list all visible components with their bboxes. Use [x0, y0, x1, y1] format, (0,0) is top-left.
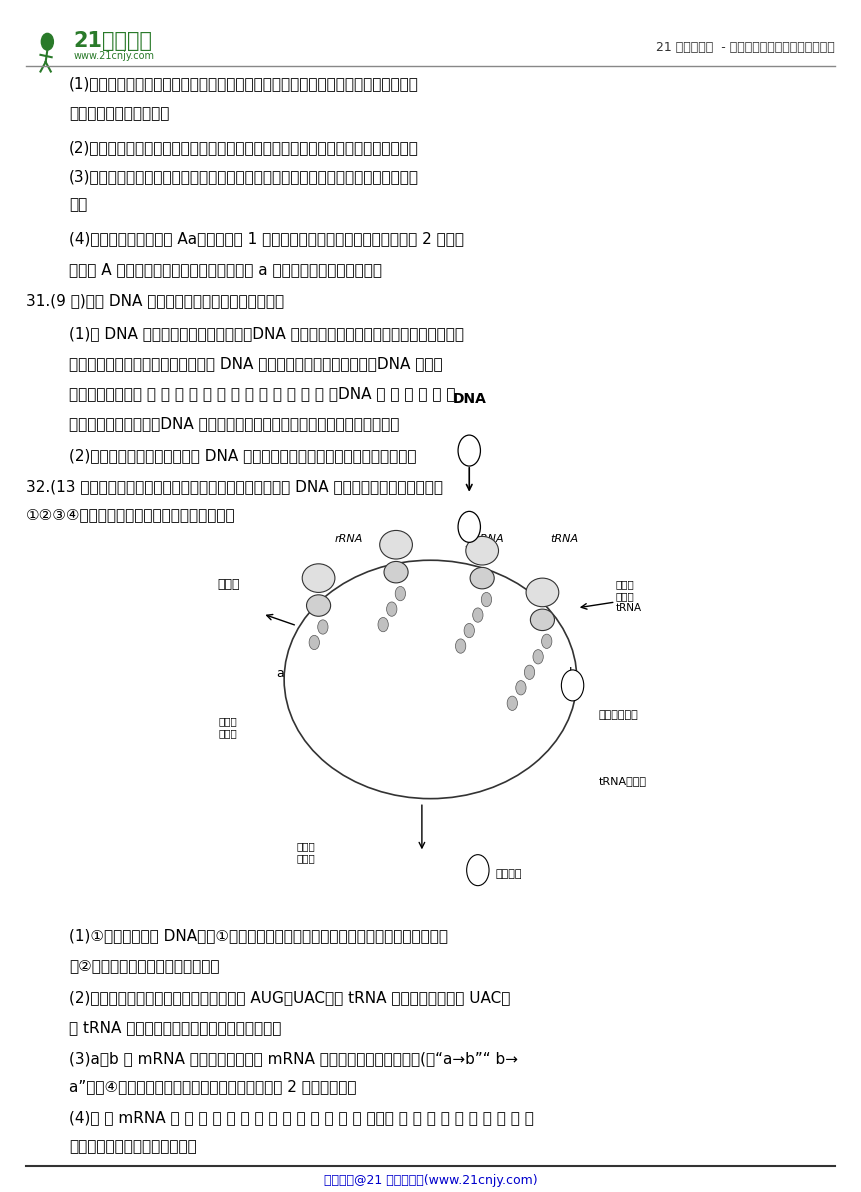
Circle shape — [464, 623, 474, 638]
Circle shape — [387, 602, 397, 616]
Text: (1)从 DNA 分子的复制过程可以看出，DNA 分子复制需要模板、＿＿＿＿＿、＿＿＿和: (1)从 DNA 分子的复制过程可以看出，DNA 分子复制需要模板、＿＿＿＿＿、… — [69, 327, 464, 341]
Circle shape — [561, 670, 584, 701]
Circle shape — [458, 511, 480, 542]
Circle shape — [524, 665, 535, 679]
Text: 化②过程的酶是＿＿＿＿＿＿＿＿。: 化②过程的酶是＿＿＿＿＿＿＿＿。 — [69, 958, 220, 973]
Text: (3)同源染色体的非姐妹染色单体之间可能会发生交叉互换的是＿＿＿图细胞所在的时: (3)同源染色体的非姐妹染色单体之间可能会发生交叉互换的是＿＿＿图细胞所在的时 — [69, 169, 419, 184]
Ellipse shape — [302, 564, 335, 592]
Text: 21世纪教育: 21世纪教育 — [73, 31, 152, 50]
Text: (1)①过程的产物是 DNA，则①过程发生在＿＿＿＿＿＿＿＿＿＿＿＿＿＿＿＿期，催: (1)①过程的产物是 DNA，则①过程发生在＿＿＿＿＿＿＿＿＿＿＿＿＿＿＿＿期，… — [69, 929, 448, 943]
Text: ②: ② — [465, 522, 474, 532]
Circle shape — [378, 617, 388, 632]
Text: 亚单位
再循环: 亚单位 再循环 — [219, 716, 238, 738]
Text: 分泌蛋白: 分泌蛋白 — [495, 869, 522, 879]
Text: DNA: DNA — [452, 392, 486, 406]
Circle shape — [458, 435, 480, 466]
Text: tRNA: tRNA — [550, 534, 578, 544]
Circle shape — [473, 608, 483, 622]
Text: 酶等条件；将单个脱氧核苷酸连接成 DNA 分子的主要的酶是＿＿＿＿；DNA 分子的: 酶等条件；将单个脱氧核苷酸连接成 DNA 分子的主要的酶是＿＿＿＿；DNA 分子… — [69, 356, 443, 371]
Ellipse shape — [380, 530, 412, 559]
Text: (4)一 个 mRNA 上 连 接 多 个 核 糖 体 叫 做 多 聚 核 糖 体，多 聚 核 糖 体 形 成 的 意 义 是: (4)一 个 mRNA 上 连 接 多 个 核 糖 体 叫 做 多 聚 核 糖 … — [69, 1111, 534, 1125]
Text: 21 世纪教育网  - 中小学教育资源及组卷应用平台: 21 世纪教育网 - 中小学教育资源及组卷应用平台 — [656, 42, 835, 54]
Text: (2)在绿色植物叶肉细胞中进行 DNA 分子复制的场所有＿＿＿＿＿＿＿＿＿＿。: (2)在绿色植物叶肉细胞中进行 DNA 分子复制的场所有＿＿＿＿＿＿＿＿＿＿。 — [69, 448, 417, 462]
Text: www.21cnjy.com: www.21cnjy.com — [73, 51, 154, 61]
Ellipse shape — [307, 595, 331, 616]
Text: 核糖体
亚单位: 核糖体 亚单位 — [296, 842, 315, 863]
Text: (1)甲、乙、丙、丁、戊中属于减数分裂的是＿＿＿＿＿＿＿＿＿＿＿。丁细胞的名称: (1)甲、乙、丙、丁、戊中属于减数分裂的是＿＿＿＿＿＿＿＿＿＿＿。丁细胞的名称 — [69, 76, 418, 91]
Text: 激活的氨基酸: 激活的氨基酸 — [598, 710, 638, 720]
Text: (3)a、b 为 mRNA 的两端，核糖体在 mRNA 上的移动方向是＿＿＿＿(填“a→b”“ b→: (3)a、b 为 mRNA 的两端，核糖体在 mRNA 上的移动方向是＿＿＿＿(… — [69, 1051, 517, 1066]
Ellipse shape — [466, 536, 499, 565]
Text: mRNA: mRNA — [469, 534, 504, 544]
Text: b: b — [568, 668, 577, 679]
Text: 期。: 期。 — [69, 198, 87, 212]
Circle shape — [481, 592, 492, 607]
Circle shape — [542, 634, 552, 648]
Circle shape — [309, 635, 319, 650]
Text: rRNA: rRNA — [335, 534, 362, 544]
Text: 31.(9 分)结合 DNA 结构和复制的知识回答下列问题：: 31.(9 分)结合 DNA 结构和复制的知识回答下列问题： — [26, 293, 284, 308]
Text: ＿＿＿＿＿＿＿结 构 能 够 为 复 制 提 供 精 确 的 模 板 ；DNA 复 制 的 方 式 是: ＿＿＿＿＿＿＿结 构 能 够 为 复 制 提 供 精 确 的 模 板 ；DNA … — [69, 386, 455, 401]
Ellipse shape — [470, 567, 494, 589]
Text: 结合氨
基酸的
tRNA: 结合氨 基酸的 tRNA — [616, 579, 641, 613]
Text: ＿＿＿＿＿＿＿＿＿＿＿＿＿。: ＿＿＿＿＿＿＿＿＿＿＿＿＿。 — [69, 1140, 196, 1154]
Text: a: a — [276, 668, 284, 679]
Text: (2)甲细胞有＿＿＿＿条染色体＿＿＿＿条染色单体，戊细胞中有＿＿＿＿个四分体。: (2)甲细胞有＿＿＿＿条染色体＿＿＿＿条染色单体，戊细胞中有＿＿＿＿个四分体。 — [69, 141, 418, 155]
Ellipse shape — [384, 561, 408, 583]
Text: ①②③④表示相关过程。请据图回答下列问题：: ①②③④表示相关过程。请据图回答下列问题： — [26, 508, 235, 522]
Circle shape — [507, 696, 517, 710]
Text: a”）。④过程进行的场所有＿＿＿＿＿＿＿＿（填 2 种细胞器）。: a”）。④过程进行的场所有＿＿＿＿＿＿＿＿（填 2 种细胞器）。 — [69, 1080, 356, 1094]
Circle shape — [533, 650, 543, 664]
Ellipse shape — [530, 609, 554, 631]
Text: 体上有 A 基因，在正常情况下，该细胞中含 a 基因的染色体是＿＿＿＿。: 体上有 A 基因，在正常情况下，该细胞中含 a 基因的染色体是＿＿＿＿。 — [69, 262, 382, 277]
Circle shape — [41, 33, 53, 50]
Circle shape — [516, 681, 526, 695]
Circle shape — [467, 855, 489, 886]
Text: 是＿＿＿＿＿＿＿＿＿。: 是＿＿＿＿＿＿＿＿＿。 — [69, 106, 170, 120]
Text: ＿＿＿＿＿＿＿＿＿；DNA 分子的基本骨架是＿＿＿＿＿＿＿＿＿＿＿＿＿。: ＿＿＿＿＿＿＿＿＿；DNA 分子的基本骨架是＿＿＿＿＿＿＿＿＿＿＿＿＿。 — [69, 416, 400, 430]
Text: 该 tRNA 所携带的氨基酸是＿＿＿＿＿＿＿＿。: 该 tRNA 所携带的氨基酸是＿＿＿＿＿＿＿＿。 — [69, 1020, 282, 1035]
Text: ①: ① — [465, 446, 474, 455]
Circle shape — [455, 639, 466, 653]
Ellipse shape — [526, 578, 559, 607]
Text: (2)已知甲硫氨酸和酪氨酸的密码子分别是 AUG、UAC，某 tRNA 一端的三个碱基是 UAC，: (2)已知甲硫氨酸和酪氨酸的密码子分别是 AUG、UAC，某 tRNA 一端的三… — [69, 991, 511, 1005]
Circle shape — [318, 620, 328, 634]
Text: 蛋白质: 蛋白质 — [217, 578, 239, 590]
Text: ④: ④ — [474, 865, 482, 875]
Text: tRNA再循环: tRNA再循环 — [598, 776, 647, 786]
Circle shape — [395, 586, 406, 601]
Text: 32.(13 分）下图表示真核细胞内合成某种分泌蛋白过程中由 DNA 到蛋白质的信息流动过程，: 32.(13 分）下图表示真核细胞内合成某种分泌蛋白过程中由 DNA 到蛋白质的… — [26, 479, 443, 493]
Text: 版权所有@21 世纪教育网(www.21cnjy.com): 版权所有@21 世纪教育网(www.21cnjy.com) — [324, 1174, 537, 1186]
Text: ③: ③ — [568, 681, 577, 690]
Text: (4)若该动物的基因型是 Aa，在甲图中 1 号染色体的同源染色体是＿＿＿＿，若 2 号染色: (4)若该动物的基因型是 Aa，在甲图中 1 号染色体的同源染色体是＿＿＿＿，若… — [69, 231, 464, 246]
